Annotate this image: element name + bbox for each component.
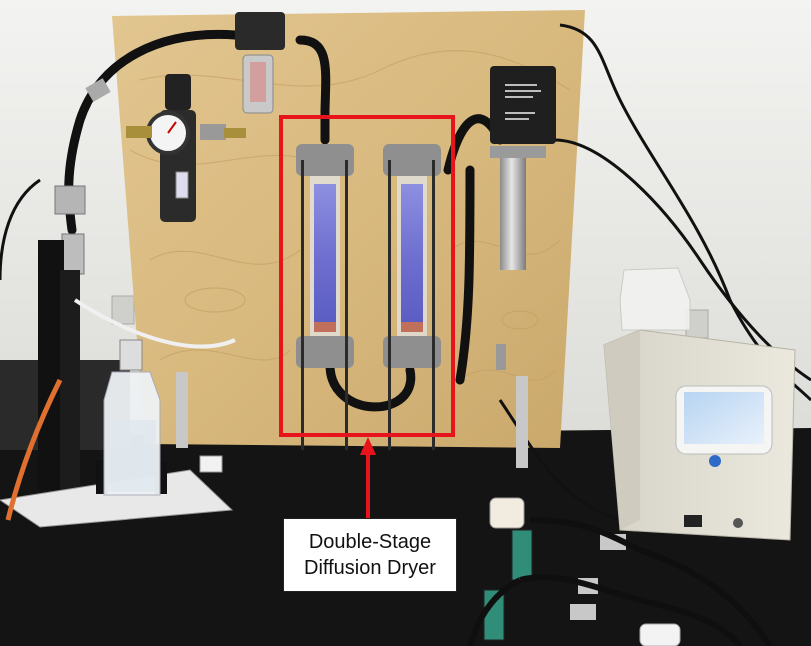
annotation-callout xyxy=(279,115,455,518)
bottom-tubing xyxy=(467,517,773,646)
orange-tube xyxy=(5,378,63,521)
bracket xyxy=(516,376,528,468)
wall-outlet xyxy=(111,295,135,325)
bottle xyxy=(103,339,223,496)
highlight-rectangle xyxy=(279,115,455,437)
particle-counter xyxy=(603,329,796,541)
pressure-regulator xyxy=(126,74,246,222)
sensor-housing xyxy=(490,66,556,370)
callout-arrowhead xyxy=(360,437,376,455)
dryer-column-right xyxy=(383,144,441,450)
bracket xyxy=(176,372,188,448)
fitting xyxy=(61,233,85,275)
fitting xyxy=(85,78,111,102)
annotation-label: Double-Stage Diffusion Dryer xyxy=(304,531,436,579)
white-tube xyxy=(73,298,236,349)
jug xyxy=(619,267,691,331)
annotation-label-box: Double-Stage Diffusion Dryer xyxy=(283,518,457,592)
fitting xyxy=(54,185,86,215)
top-filter xyxy=(235,12,285,114)
dryer-column-left xyxy=(296,144,354,450)
